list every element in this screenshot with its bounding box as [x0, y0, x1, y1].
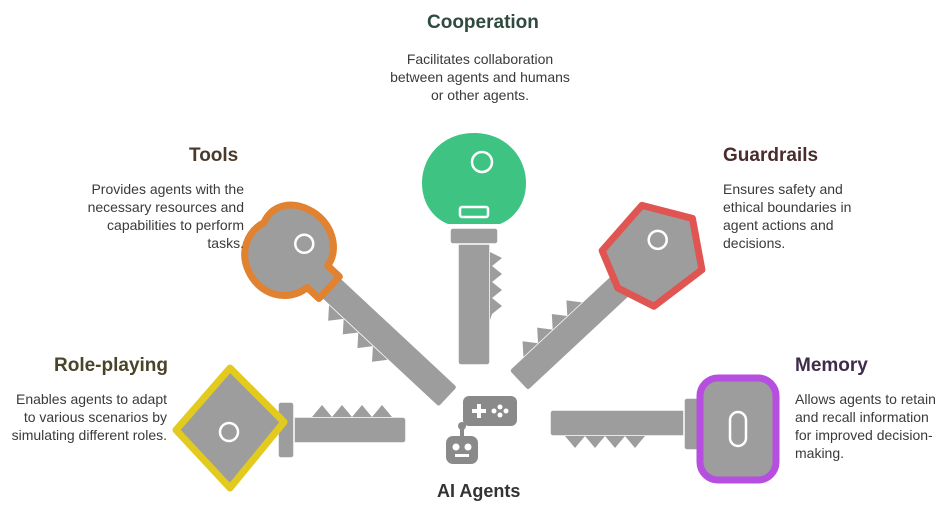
tools-key-blade [318, 274, 458, 408]
tools-key-head [241, 201, 343, 302]
guardrails-key-head [598, 201, 706, 310]
cooperation-key [422, 133, 526, 366]
cooperation-key-hole [470, 150, 494, 174]
tools-key-hole [294, 233, 315, 255]
memory-key [549, 374, 780, 484]
role-playing-title: Role-playing [54, 355, 169, 376]
role-playing-desc: Enables agents to adapt to various scena… [11, 391, 167, 443]
cooperation-key-head [422, 133, 526, 224]
role-playing-key-head [172, 364, 288, 492]
cooperation-key-notch [458, 205, 490, 219]
memory-key-blade [549, 409, 691, 437]
cooperation-key-blade [457, 239, 491, 366]
role-playing-key [172, 364, 407, 492]
cooperation-desc: Facilitates collaboration between agents… [390, 51, 570, 103]
cooperation-key-collar [449, 227, 499, 245]
role-playing-key-blade [285, 416, 407, 444]
guardrails-key-hole [647, 229, 668, 251]
guardrails-title: Guardrails [723, 145, 819, 166]
tools-desc: Provides agents with the necessary resou… [87, 181, 244, 251]
tools-key [241, 201, 458, 408]
guardrails-desc: Ensures safety and ethical boundaries in… [723, 181, 852, 251]
center-label: AI Agents [437, 481, 521, 501]
robot-icon [446, 422, 478, 464]
memory-desc: Allows agents to retain and recall infor… [795, 391, 936, 461]
tools-title: Tools [189, 145, 239, 166]
memory-title: Memory [795, 355, 868, 376]
cooperation-title: Cooperation [427, 12, 539, 33]
memory-key-head [696, 374, 780, 484]
role-playing-key-hole [218, 421, 240, 443]
guardrails-key [509, 201, 706, 391]
cooperation-key-teeth [490, 252, 502, 320]
gamepad-icon [463, 396, 517, 426]
memory-key-slot [728, 410, 748, 448]
